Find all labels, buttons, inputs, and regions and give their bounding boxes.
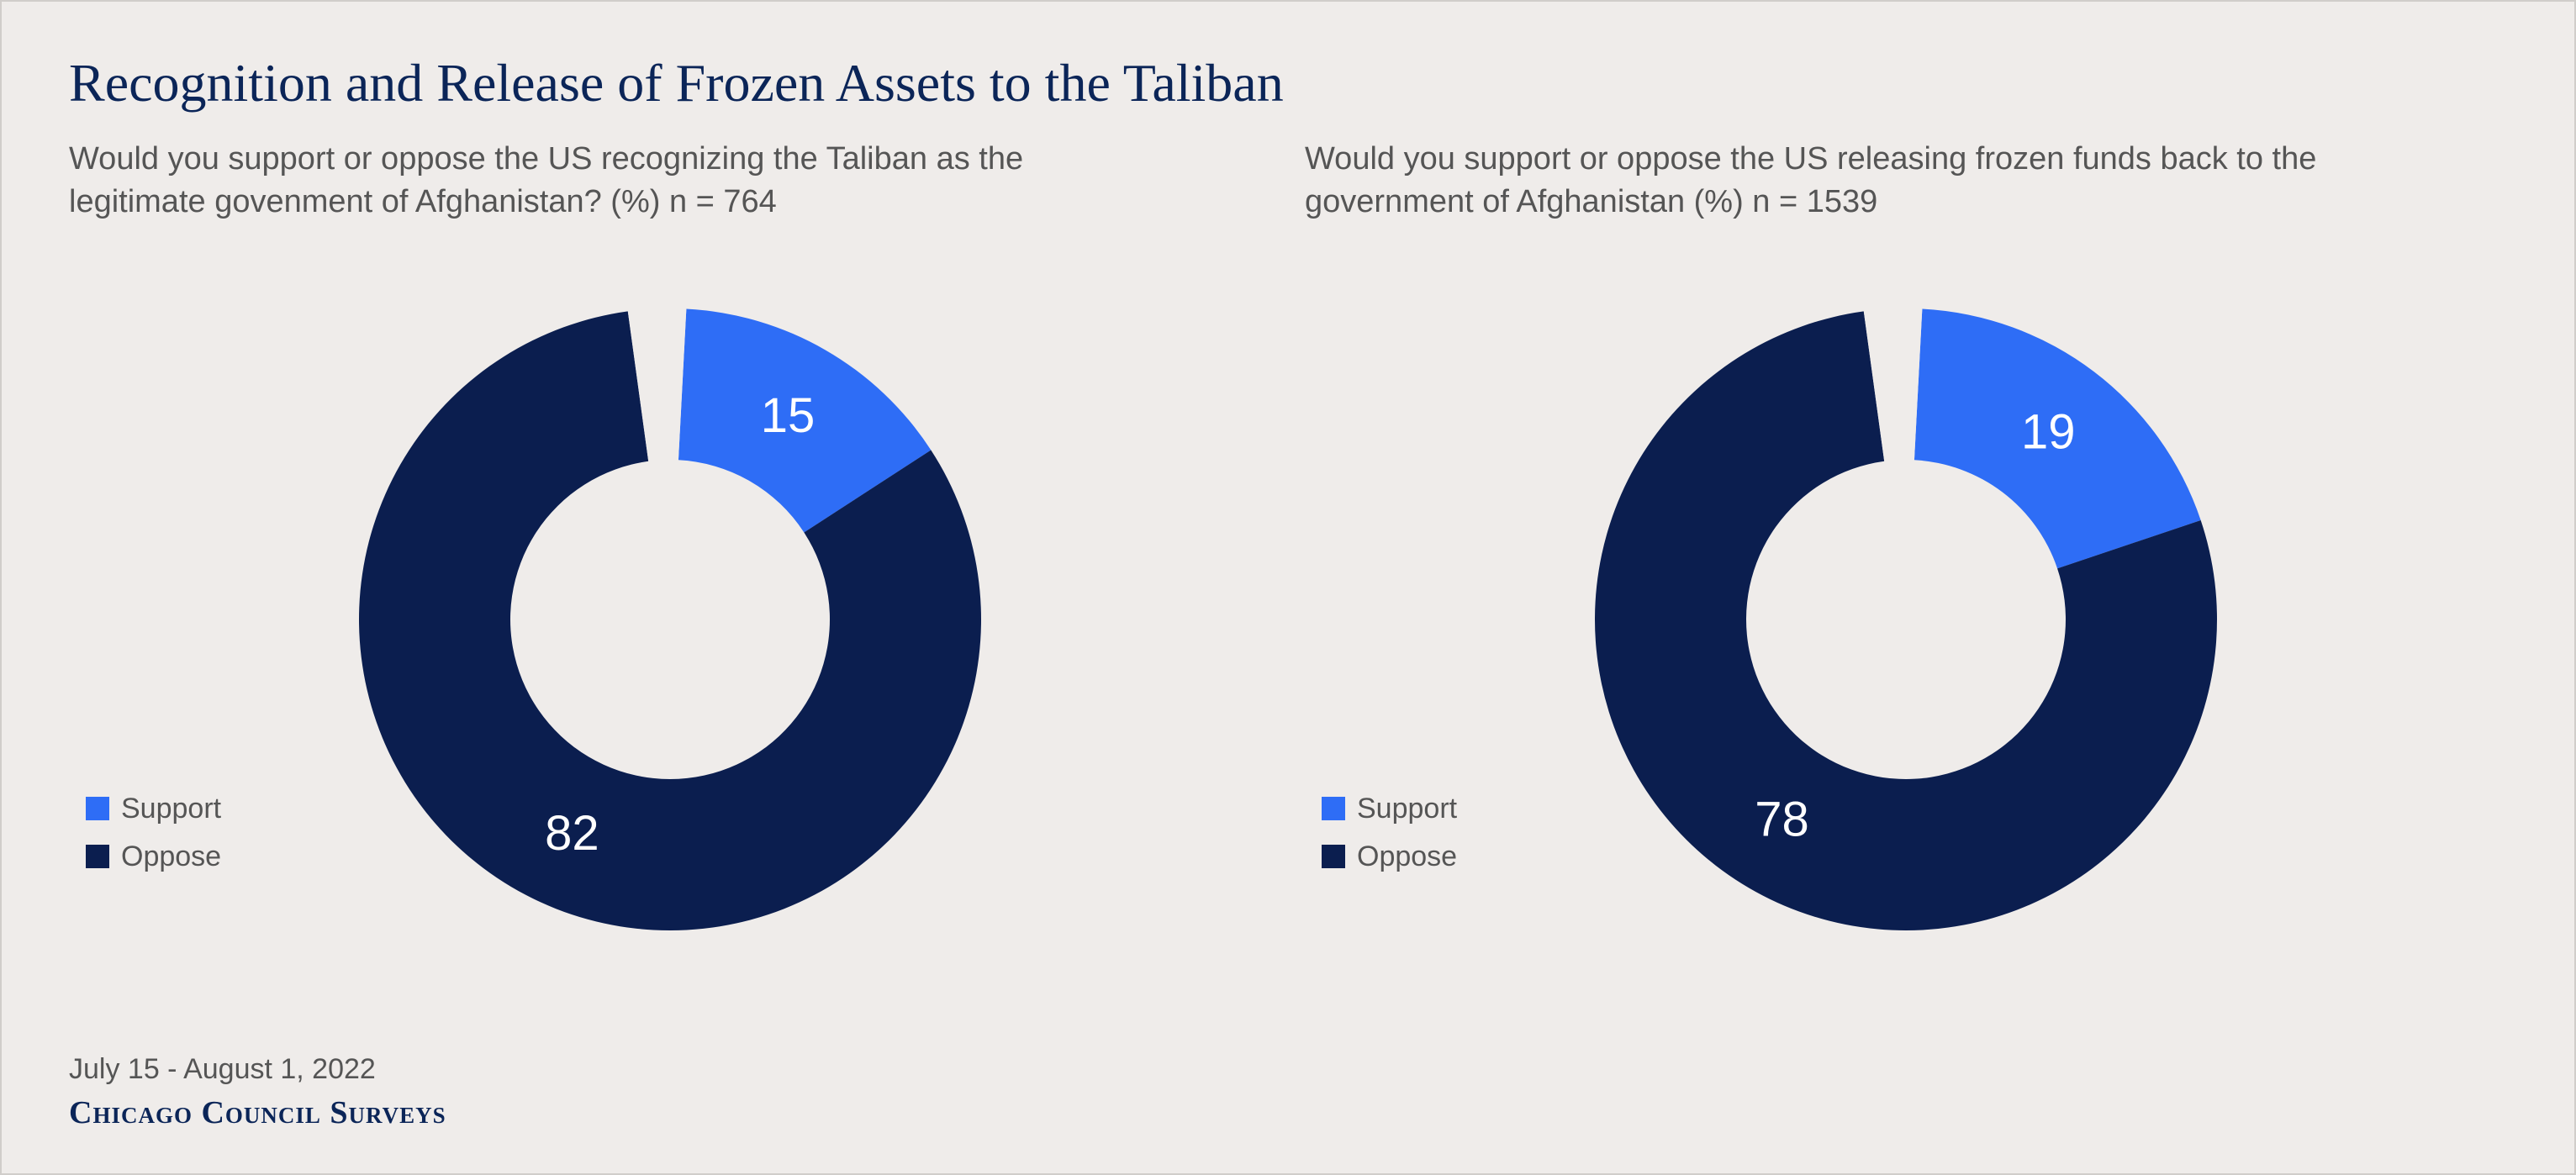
slice-value-label: 15 <box>761 388 816 443</box>
legend-swatch <box>1322 797 1345 820</box>
chart-body: Support Oppose 1978 <box>1305 241 2507 998</box>
slice-value-label: 78 <box>1755 792 1809 846</box>
main-title: Recognition and Release of Frozen Assets… <box>69 52 2507 114</box>
legend-label: Support <box>121 793 221 825</box>
chart-subtitle: Would you support or oppose the US recog… <box>69 138 1162 224</box>
footer-date-range: July 15 - August 1, 2022 <box>69 1053 446 1086</box>
chart-body: Support Oppose 1582 <box>69 241 1271 998</box>
chart-subtitle: Would you support or oppose the US relea… <box>1305 138 2398 224</box>
donut-chart: 1582 <box>351 300 990 939</box>
legend-swatch <box>1322 845 1345 868</box>
chart-panel-recognition: Would you support or oppose the US recog… <box>69 138 1271 998</box>
footer: July 15 - August 1, 2022 Chicago Council… <box>69 1053 446 1131</box>
legend-swatch <box>86 797 109 820</box>
donut-chart: 1978 <box>1586 300 2225 939</box>
legend-label: Oppose <box>121 840 221 873</box>
legend-item-oppose: Oppose <box>86 840 221 873</box>
donut-wrap: 1978 <box>1305 300 2507 939</box>
legend-swatch <box>86 845 109 868</box>
legend-item-support: Support <box>86 793 221 825</box>
legend-label: Oppose <box>1357 840 1457 873</box>
legend: Support Oppose <box>86 793 221 888</box>
footer-source: Chicago Council Surveys <box>69 1094 446 1131</box>
charts-row: Would you support or oppose the US recog… <box>69 138 2507 998</box>
slice-value-label: 19 <box>2021 404 2076 459</box>
legend-item-support: Support <box>1322 793 1457 825</box>
legend-label: Support <box>1357 793 1457 825</box>
chart-panel-frozen-funds: Would you support or oppose the US relea… <box>1305 138 2507 998</box>
donut-wrap: 1582 <box>69 300 1271 939</box>
legend-item-oppose: Oppose <box>1322 840 1457 873</box>
legend: Support Oppose <box>1322 793 1457 888</box>
slice-value-label: 82 <box>545 806 599 861</box>
